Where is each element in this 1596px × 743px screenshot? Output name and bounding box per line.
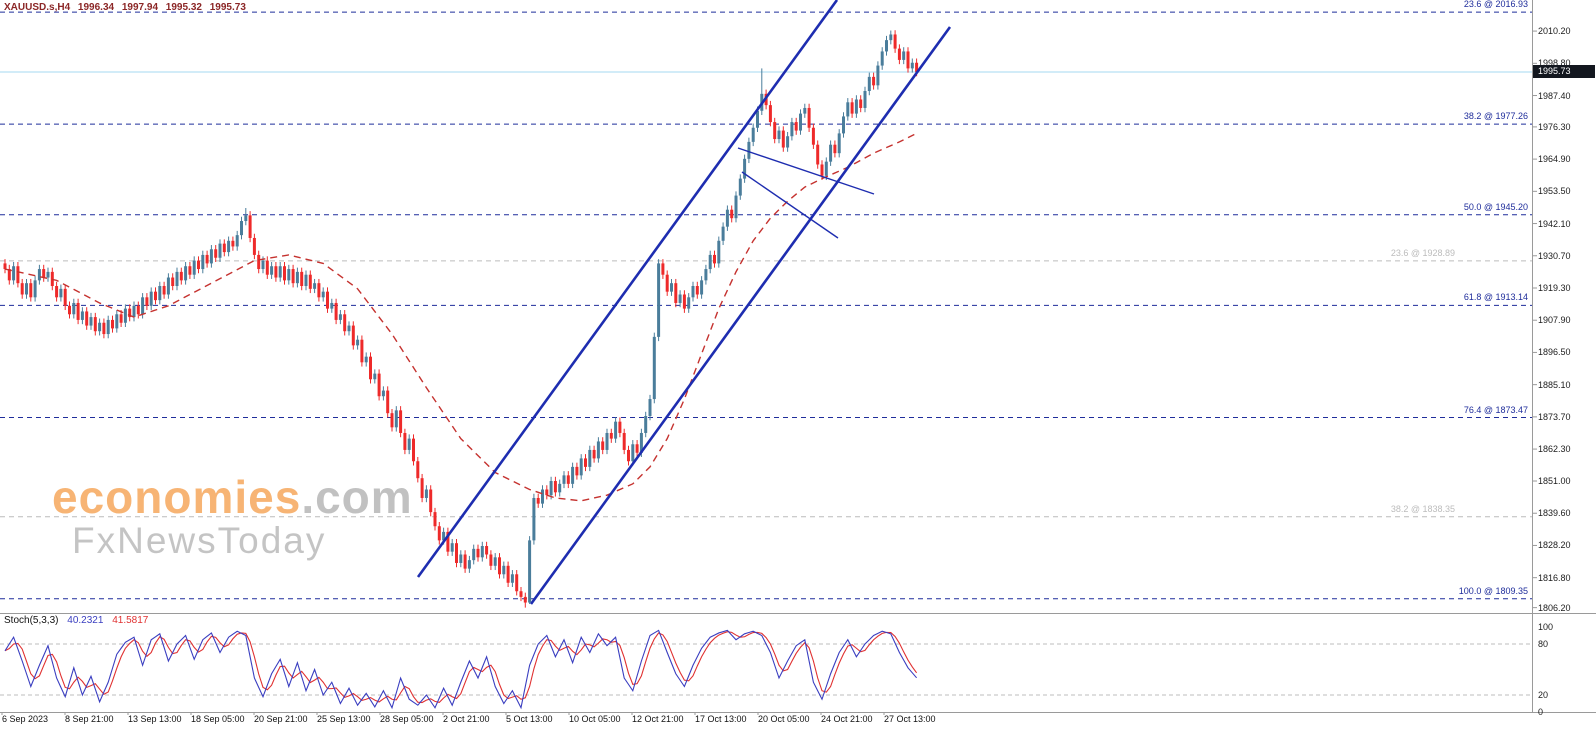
time-axis-label: 10 Oct 05:00: [569, 714, 621, 724]
chart-ohlc-readout: XAUUSD.s,H4 1996.34 1997.94 1995.32 1995…: [4, 2, 251, 13]
stochastic-main-value: 40.2321: [67, 615, 104, 626]
price-axis-label: 1806.20: [1538, 602, 1571, 613]
price-axis-label: 1885.10: [1538, 379, 1571, 390]
price-axis-label: 1976.30: [1538, 121, 1571, 132]
time-axis-label: 5 Oct 13:00: [506, 714, 553, 724]
price-axis-label: 1839.60: [1538, 508, 1571, 519]
low-value: 1995.32: [165, 2, 202, 13]
price-axis-label: 1907.90: [1538, 315, 1571, 326]
time-axis-label: 20 Oct 05:00: [758, 714, 810, 724]
fib-level-label: 61.8 @ 1913.14: [1463, 292, 1528, 303]
time-axis-label: 25 Sep 13:00: [317, 714, 371, 724]
time-axis-label: 27 Oct 13:00: [884, 714, 936, 724]
price-axis-label: 1998.80: [1538, 58, 1571, 69]
price-axis-label: 1816.80: [1538, 572, 1571, 583]
price-axis-label: 1930.70: [1538, 250, 1571, 261]
price-axis-label: 1953.50: [1538, 186, 1571, 197]
price-axis-label: 1828.20: [1538, 540, 1571, 551]
price-axis-label: 1964.90: [1538, 154, 1571, 165]
high-value: 1997.94: [121, 2, 159, 13]
fib-level-label: 100.0 @ 1809.35: [1458, 585, 1528, 596]
time-axis-label: 20 Sep 21:00: [254, 714, 308, 724]
stochastic-signal-value: 41.5817: [112, 615, 149, 626]
stochastic-axis-label: 0: [1538, 707, 1544, 717]
time-axis-label: 13 Sep 13:00: [128, 714, 182, 724]
time-axis-label: 2 Oct 21:00: [443, 714, 490, 724]
stochastic-indicator-readout: Stoch(5,3,3) 40.2321 41.5817: [4, 615, 154, 626]
time-axis-label: 6 Sep 2023: [2, 714, 49, 724]
fib-level-label: 76.4 @ 1873.47: [1463, 404, 1528, 415]
time-axis-label: 8 Sep 21:00: [65, 714, 114, 724]
fib-level-label: 23.6 @ 1928.89: [1390, 247, 1455, 258]
price-axis-label: 1851.00: [1538, 476, 1571, 487]
fib-level-label: 38.2 @ 1977.26: [1463, 111, 1528, 122]
fib-level-label: 23.6 @ 2016.93: [1463, 0, 1528, 10]
time-axis-label: 24 Oct 21:00: [821, 714, 873, 724]
open-value: 1996.34: [77, 2, 115, 13]
time-axis-label: 18 Sep 05:00: [191, 714, 245, 724]
stochastic-axis-label: 20: [1538, 690, 1549, 700]
symbol-timeframe-label: XAUUSD.s,H4: [4, 2, 71, 13]
current-price-badge: 1995.73: [1533, 65, 1595, 79]
fib-level-label: 38.2 @ 1838.35: [1390, 503, 1455, 514]
price-axis-label: 1896.50: [1538, 347, 1571, 358]
time-axis-label: 17 Oct 13:00: [695, 714, 747, 724]
stochastic-axis-label: 100: [1538, 622, 1554, 632]
price-axis-label: 1862.30: [1538, 444, 1571, 455]
price-axis-label: 1942.10: [1538, 218, 1571, 229]
time-axis-label: 28 Sep 05:00: [380, 714, 434, 724]
time-axis-label: 12 Oct 21:00: [632, 714, 684, 724]
stochastic-name-label: Stoch(5,3,3): [4, 615, 59, 626]
close-value: 1995.73: [209, 2, 246, 13]
price-axis-label: 1873.70: [1538, 411, 1571, 422]
fib-level-label: 50.0 @ 1945.20: [1463, 201, 1528, 212]
price-axis-label: 1919.30: [1538, 282, 1571, 293]
stochastic-axis-label: 80: [1538, 639, 1549, 649]
price-axis-label: 1987.40: [1538, 90, 1571, 101]
price-axis-label: 2010.20: [1538, 26, 1571, 37]
